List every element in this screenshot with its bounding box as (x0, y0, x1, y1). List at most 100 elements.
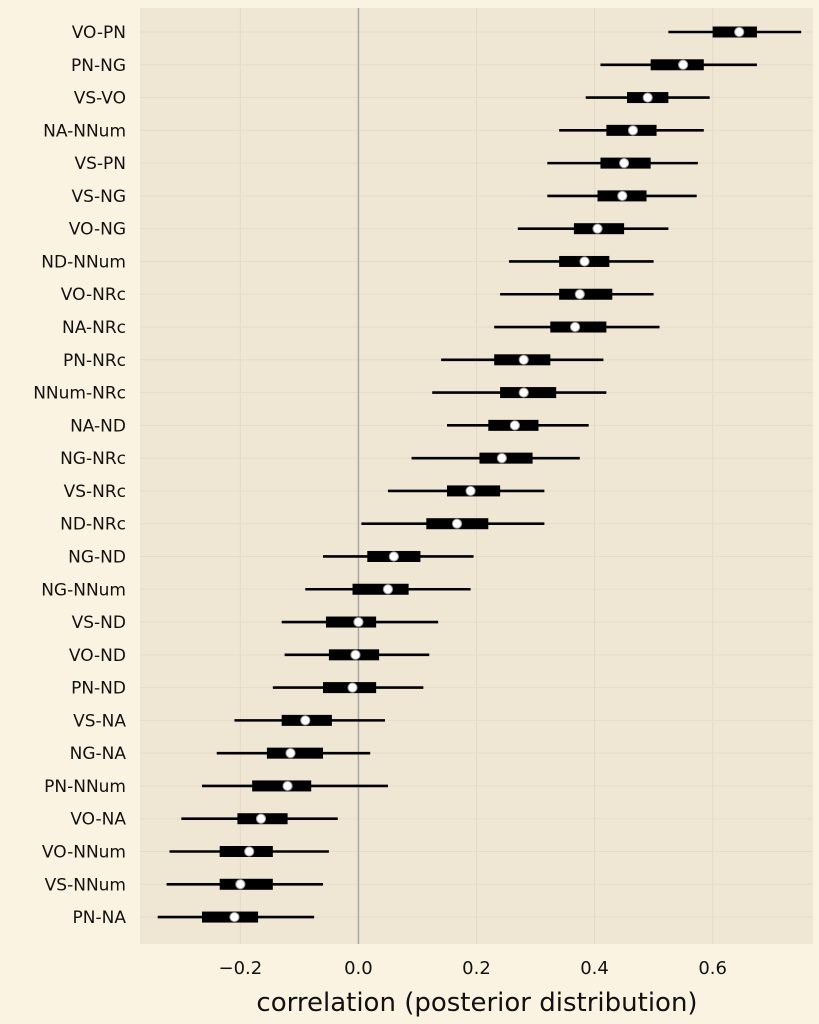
row-pn-nd: PN-ND (71, 679, 424, 699)
interquartile-box (252, 780, 312, 792)
median-point (734, 26, 745, 38)
x-axis-ticks: −0.2 0.0 0.2 0.4 0.6 (219, 958, 727, 979)
row-ng-nrc: NG-NRc (60, 449, 580, 469)
row-label: PN-ND (71, 679, 126, 699)
row-pn-na: PN-NA (73, 908, 315, 928)
median-point (496, 453, 507, 464)
row-label: VO-NNum (42, 843, 126, 863)
row-label: PN-NRc (63, 351, 126, 371)
row-nd-nnum: ND-NNum (41, 252, 654, 272)
row-label: VS-PN (74, 154, 126, 174)
row-vo-ng: VO-NG (69, 220, 669, 240)
median-point (509, 420, 520, 431)
row-ng-nd: NG-ND (68, 547, 474, 567)
x-tick-label: −0.2 (219, 958, 263, 979)
median-point (592, 223, 603, 234)
median-point (642, 92, 653, 103)
median-point (574, 289, 585, 300)
row-vs-nd: VS-ND (72, 613, 439, 633)
row-label: ND-NRc (60, 515, 126, 535)
median-point (451, 518, 463, 529)
x-tick-label: 0.2 (462, 958, 491, 979)
median-point (255, 813, 267, 824)
row-vo-pn: VO-PN (72, 23, 802, 43)
median-point (465, 485, 476, 497)
median-point (347, 682, 358, 693)
row-vo-nrc: VO-NRc (61, 285, 654, 305)
row-label: PN-NNum (44, 777, 126, 797)
row-na-nd: NA-ND (70, 416, 589, 436)
row-label: NG-NA (70, 744, 127, 764)
x-tick-label: 0.4 (580, 958, 609, 979)
median-point (300, 715, 311, 726)
median-point (285, 748, 296, 759)
interquartile-box (650, 59, 704, 71)
median-point (350, 649, 361, 660)
median-point (235, 879, 246, 890)
interquartile-box (219, 878, 273, 890)
row-pn-ng: PN-NG (71, 56, 757, 76)
row-label: VS-NG (72, 187, 126, 207)
row-nnum-nrc: NNum-NRc (33, 384, 607, 404)
median-point (382, 584, 394, 595)
median-point (353, 616, 364, 628)
row-ng-nnum: NG-NNum (41, 580, 471, 600)
row-label: VO-NG (69, 220, 126, 240)
row-vo-nd: VO-ND (69, 646, 430, 666)
x-axis-label: correlation (posterior distribution) (256, 988, 697, 1018)
row-vs-pn: VS-PN (74, 154, 698, 174)
row-nd-nrc: ND-NRc (60, 515, 545, 535)
grid-lines (140, 8, 813, 944)
row-label: VS-NA (73, 711, 126, 731)
row-label: NG-NRc (60, 449, 126, 469)
row-pn-nnum: PN-NNum (44, 777, 388, 797)
row-label: ND-NNum (41, 252, 126, 272)
row-label: NA-NRc (62, 318, 126, 338)
interquartile-box (559, 288, 613, 300)
row-label: VO-PN (72, 23, 126, 43)
row-vo-na: VO-NA (70, 810, 338, 830)
row-label: PN-NA (73, 908, 127, 928)
median-point (617, 190, 628, 201)
median-point (579, 256, 590, 267)
row-label: NG-NNum (41, 580, 126, 600)
median-point (518, 387, 529, 398)
median-point (627, 125, 639, 136)
row-label: NA-ND (70, 416, 126, 436)
median-point (229, 911, 240, 923)
row-label: VS-NNum (45, 875, 126, 895)
row-na-nnum: NA-NNum (43, 121, 704, 141)
median-point (244, 846, 255, 857)
median-point (678, 59, 689, 70)
row-label: VS-ND (72, 613, 126, 633)
row-label: VS-VO (74, 89, 126, 109)
row-label: NG-ND (68, 547, 126, 567)
row-vs-nnum: VS-NNum (45, 875, 324, 895)
median-point (282, 780, 293, 792)
row-vs-ng: VS-NG (72, 187, 697, 207)
interquartile-box (325, 616, 377, 628)
row-pn-nrc: PN-NRc (63, 351, 604, 371)
interquartile-box (352, 583, 409, 595)
median-point (569, 321, 581, 333)
x-tick-label: 0.6 (698, 958, 727, 979)
row-label: NA-NNum (43, 121, 126, 141)
rows: VO-PN PN-NG VS-VO NA-NNum VS-PN VS-NG VO-NG ND-… (33, 23, 802, 928)
row-vo-nnum: VO-NNum (42, 843, 329, 863)
row-label: NNum-NRc (33, 384, 126, 404)
row-vs-nrc: VS-NRc (64, 482, 545, 502)
row-label: VS-NRc (64, 482, 126, 502)
row-label: VO-NRc (61, 285, 126, 305)
row-label: VO-ND (69, 646, 126, 666)
row-na-nrc: NA-NRc (62, 318, 660, 338)
median-point (518, 354, 529, 365)
row-vs-na: VS-NA (73, 711, 385, 731)
row-ng-na: NG-NA (70, 744, 371, 764)
x-tick-label: 0.0 (344, 958, 373, 979)
row-label: PN-NG (71, 56, 126, 76)
median-point (618, 158, 630, 169)
row-vs-vo: VS-VO (74, 89, 710, 109)
median-point (388, 551, 399, 562)
row-label: VO-NA (70, 810, 126, 830)
